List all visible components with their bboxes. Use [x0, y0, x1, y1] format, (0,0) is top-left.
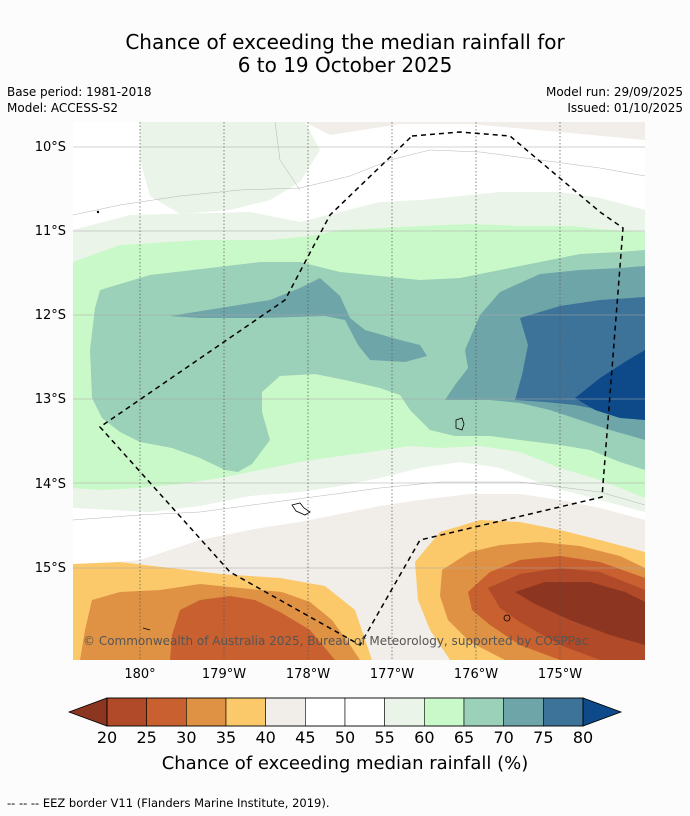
model-run: Model run: 29/09/2025: [545, 85, 683, 99]
colorbar-tick: 40: [255, 728, 275, 747]
longitude-labels: 180° 179°W 178°W 177°W 176°W 175°W: [124, 667, 582, 682]
colorbar-tick-labels: 20 25 30 35 40 45 50 55 60 65 70 75 80: [97, 728, 593, 747]
title-line-1: Chance of exceeding the median rainfall …: [125, 30, 565, 54]
colorbar-tick: 45: [295, 728, 315, 747]
island-wallis: [455, 417, 465, 431]
colorbar-cells: [106, 697, 584, 727]
contour-under-20: [515, 582, 645, 645]
meta-right: Model run: 29/09/2025 Issued: 01/10/2025: [546, 84, 683, 116]
copyright-text: © Commonwealth of Australia 2025, Bureau…: [83, 634, 588, 648]
lat-label: 11°S: [35, 224, 66, 239]
meta-left: Base period: 1981-2018 Model: ACCESS-S2: [7, 84, 152, 116]
island-west: [291, 502, 311, 516]
colorbar-under-arrow: [67, 697, 108, 727]
lat-label: 15°S: [35, 561, 66, 576]
island-southwest: [142, 627, 151, 631]
colorbar-tick: 35: [216, 728, 236, 747]
issued-date: Issued: 01/10/2025: [567, 101, 683, 115]
lat-label: 10°S: [35, 140, 66, 155]
lon-label: 175°W: [538, 667, 582, 682]
colorbar-tick: 80: [573, 728, 593, 747]
eez-border: [98, 131, 624, 647]
lon-label: 178°W: [286, 667, 330, 682]
base-period: Base period: 1981-2018: [7, 85, 152, 99]
colorbar-tick: 50: [335, 728, 355, 747]
colorbar-cell: [384, 697, 425, 727]
colorbar-tick: 30: [176, 728, 196, 747]
contour-70-75-west: [170, 278, 427, 362]
colorbar: 20 25 30 35 40 45 50 55 60 65 70 75 80: [67, 697, 623, 747]
latitude-gridlines: [73, 146, 645, 569]
colorbar-tick: 55: [374, 728, 394, 747]
colorbar-cell: [503, 697, 544, 727]
colorbar-tick: 65: [454, 728, 474, 747]
lon-label: 176°W: [454, 667, 498, 682]
contour-line-north: [73, 149, 645, 216]
colorbar-cell: [424, 697, 465, 727]
colorbar-cell: [106, 697, 147, 727]
lat-label: 14°S: [35, 477, 66, 492]
colorbar-cell: [146, 697, 187, 727]
colorbar-over-arrow: [582, 697, 623, 727]
lon-label: 179°W: [202, 667, 246, 682]
colorbar-cell: [543, 697, 584, 727]
colorbar-tick: 70: [493, 728, 513, 747]
colorbar-tick: 20: [97, 728, 117, 747]
colorbar-cell: [344, 697, 385, 727]
colorbar-tick: 25: [136, 728, 156, 747]
lat-label: 13°S: [35, 392, 66, 407]
map-title: Chance of exceeding the median rainfall …: [0, 31, 690, 77]
colorbar-cell: [305, 697, 346, 727]
title-line-2: 6 to 19 October 2025: [237, 53, 453, 77]
colorbar-tick: 75: [533, 728, 553, 747]
contour-line-north-2: [274, 122, 301, 191]
lon-label: 180°: [124, 667, 155, 682]
islands: [96, 210, 511, 631]
eez-footnote: -- -- -- EEZ border V11 (Flanders Marine…: [7, 796, 330, 810]
island-futuna: [503, 614, 511, 622]
colorbar-cell: [186, 697, 227, 727]
colorbar-label: Chance of exceeding median rainfall (%): [161, 753, 529, 774]
island-islet: [96, 210, 100, 214]
colorbar-frame: [106, 697, 584, 727]
lon-label: 177°W: [370, 667, 414, 682]
colorbar-cell: [463, 697, 504, 727]
colorbar-cell: [225, 697, 266, 727]
latitude-labels: 10°S 11°S 12°S 13°S 14°S 15°S: [35, 140, 66, 576]
colorbar-tick: 60: [414, 728, 434, 747]
contour-55-60-northwest: [140, 122, 320, 214]
contour-30-35-west: [170, 596, 335, 660]
model-name: Model: ACCESS-S2: [7, 101, 119, 115]
rainfall-contours: [73, 122, 645, 660]
longitude-gridlines: [139, 122, 561, 660]
contour-over-80: [575, 350, 645, 420]
lat-label: 12°S: [35, 308, 66, 323]
colorbar-cell: [265, 697, 306, 727]
